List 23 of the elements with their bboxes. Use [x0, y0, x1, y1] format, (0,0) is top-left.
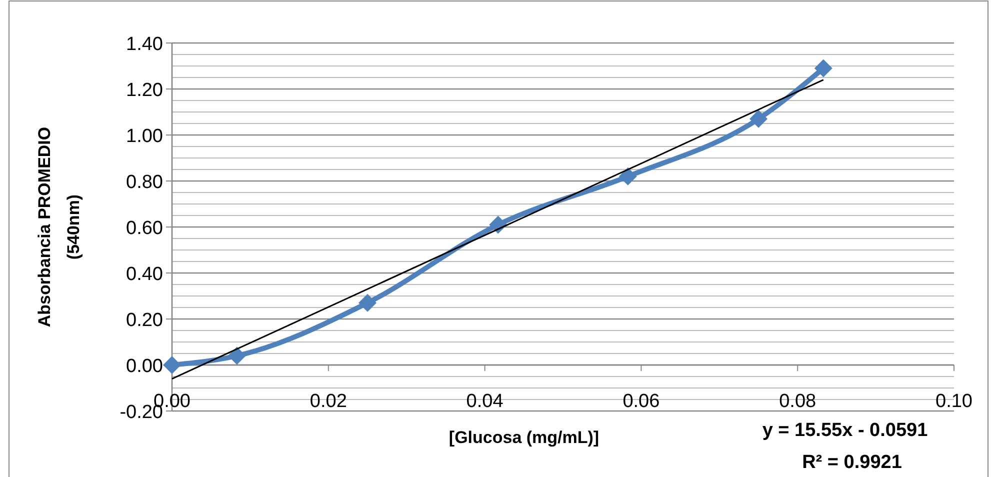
y-tick-label: 1.20 [126, 80, 163, 101]
y-tick-label: 0.80 [126, 172, 163, 193]
point [228, 346, 246, 365]
x-tick-label: 0.08 [779, 391, 816, 412]
point [618, 167, 637, 186]
text: R² = 0.9921 [802, 452, 902, 473]
x-tick-label: 0.06 [622, 391, 660, 412]
y-axis-title: Absorbancia PROMEDIO (540nm) [35, 126, 83, 328]
y-tick-label: 0.00 [126, 356, 163, 377]
point [163, 356, 181, 374]
y-tick-label: 1.00 [126, 126, 163, 147]
x-tick-label: 0.10 [936, 391, 972, 412]
point [814, 59, 832, 78]
x-tick-label: 0.04 [466, 391, 504, 412]
x-tick-label: 0.02 [310, 391, 347, 412]
y-tick-label: 0.40 [126, 264, 163, 285]
text: y = 15.55x - 0.0591 [762, 420, 928, 441]
point [750, 110, 768, 128]
y-tick-label: 0.60 [126, 218, 163, 239]
y-tick-label: 0.20 [126, 310, 163, 331]
point [358, 294, 376, 312]
y-tick-label: 1.40 [126, 34, 163, 55]
x-axis-title: [Glucosa (mg/mL)] [448, 428, 600, 447]
